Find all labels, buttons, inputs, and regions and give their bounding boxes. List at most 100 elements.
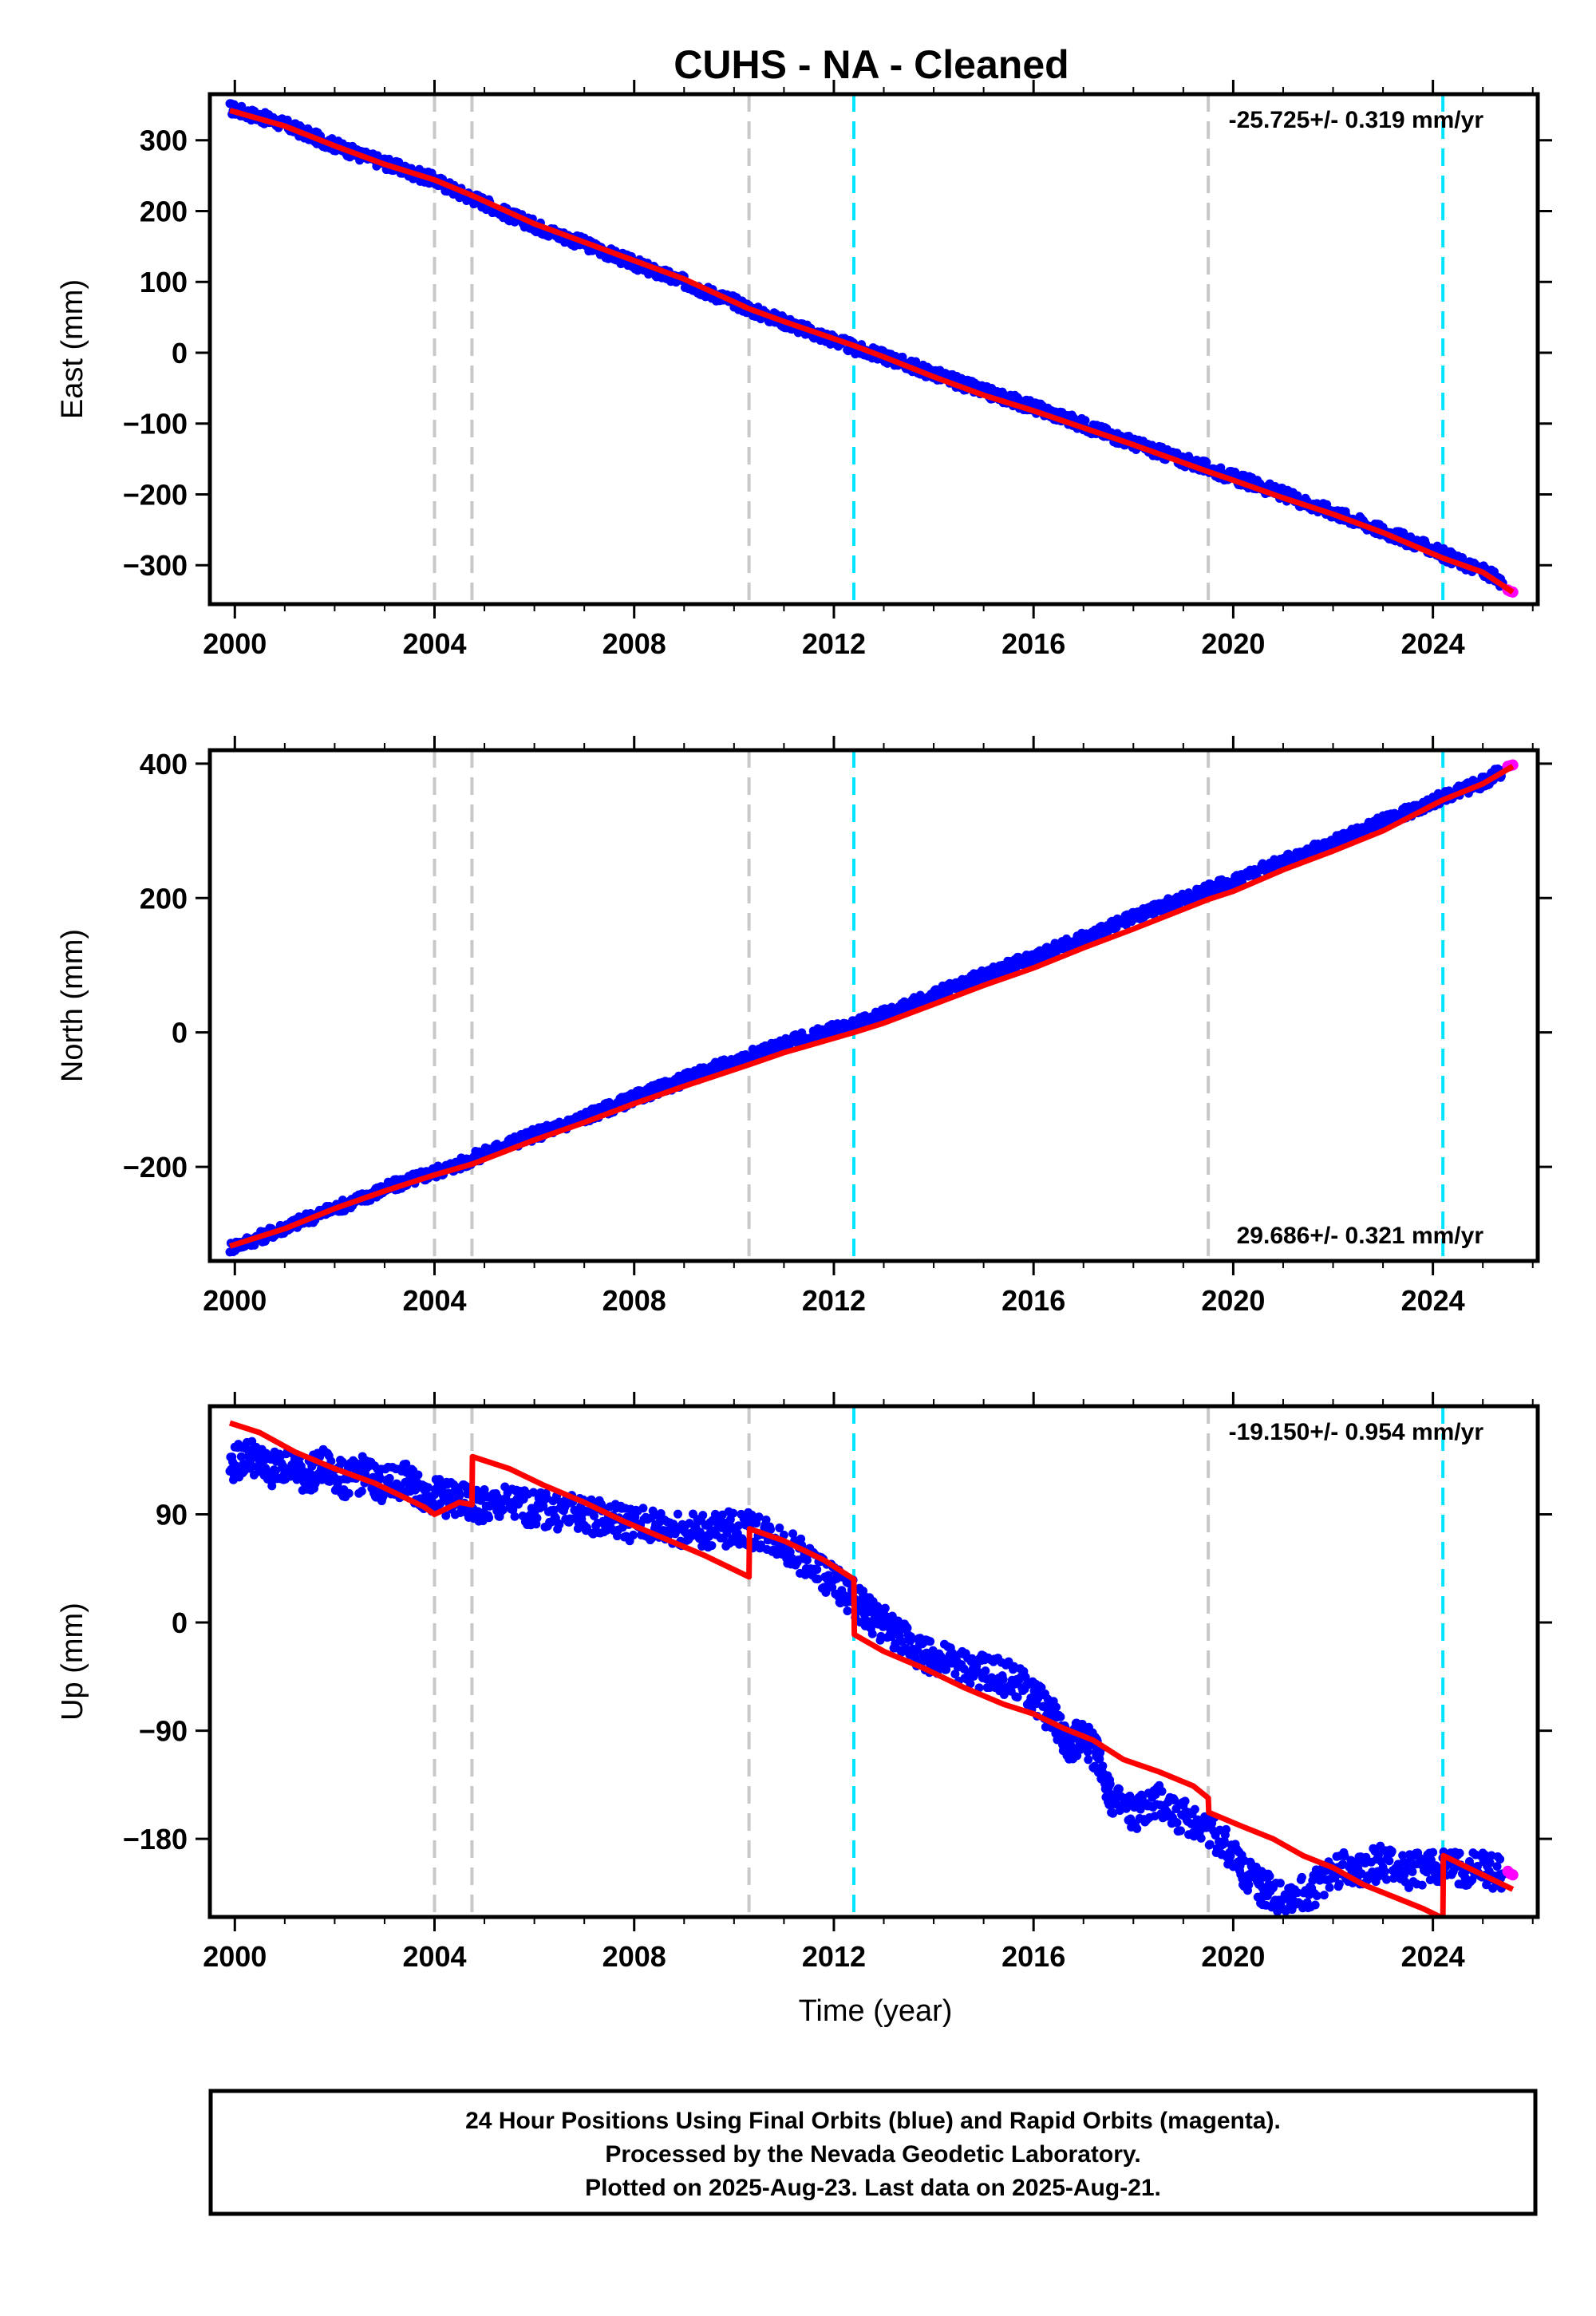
chart-title: CUHS - NA - Cleaned <box>674 42 1069 87</box>
y-tick-label: 0 <box>172 337 188 370</box>
data-point <box>1244 1880 1254 1890</box>
data-point <box>1132 1824 1142 1833</box>
data-point <box>499 1505 508 1515</box>
plot-area <box>225 94 1519 604</box>
data-point <box>1114 1784 1124 1794</box>
model-line <box>228 1420 1515 1917</box>
x-tick-label: 2004 <box>402 1940 466 1973</box>
x-tick-label: 2016 <box>1001 1284 1065 1317</box>
data-point <box>423 1483 433 1492</box>
data-point <box>455 1491 464 1500</box>
data-point <box>1325 1883 1334 1892</box>
data-point <box>821 1587 831 1597</box>
y-tick-label: 300 <box>140 124 188 157</box>
data-point <box>357 1487 366 1496</box>
rate-annotation: -25.725+/- 0.319 mm/yr <box>1229 107 1484 133</box>
data-point <box>966 1679 975 1689</box>
data-point <box>974 1683 984 1693</box>
x-tick-label: 2012 <box>802 627 866 660</box>
data-point <box>1080 416 1090 425</box>
data-point <box>638 1504 648 1513</box>
data-point <box>698 1511 708 1520</box>
y-tick-label: 90 <box>156 1499 188 1531</box>
data-point <box>766 1525 776 1535</box>
x-tick-label: 2000 <box>203 1940 267 1973</box>
data-point <box>236 1452 246 1461</box>
data-point <box>1175 1826 1185 1836</box>
data-point <box>673 1509 682 1519</box>
data-point <box>338 1457 347 1467</box>
data-point <box>1084 1755 1093 1765</box>
data-point <box>1417 1880 1427 1890</box>
data-point <box>1404 1883 1413 1892</box>
data-point <box>1205 1840 1215 1849</box>
final-orbits-series <box>225 1437 1507 1916</box>
y-axis-label: Up (mm) <box>56 1603 89 1721</box>
data-point <box>1297 1872 1306 1882</box>
panel-east: 2000 2004 2008 2012 2016 2020 20243002001000−1… <box>56 80 1552 660</box>
footer-line-3: Plotted on 2025-Aug-23. Last data on 202… <box>585 2175 1161 2201</box>
model-line <box>229 108 1515 595</box>
data-point <box>510 1512 519 1521</box>
data-point <box>1226 1852 1235 1861</box>
data-point <box>1293 1888 1302 1898</box>
data-point <box>1157 1787 1167 1796</box>
panel-north: 2000 2004 2008 2012 2016 2020 20244002000−200N… <box>56 736 1552 1317</box>
data-point <box>733 1521 743 1531</box>
data-point <box>248 1462 258 1472</box>
data-point <box>1172 1818 1182 1828</box>
data-point <box>813 1574 823 1583</box>
data-point <box>441 1511 451 1520</box>
data-point <box>1312 1891 1321 1900</box>
data-point <box>903 1623 912 1633</box>
data-point <box>1190 1804 1199 1814</box>
data-point <box>788 1529 798 1539</box>
data-point <box>1098 1761 1108 1771</box>
y-tick-label: 400 <box>140 748 188 781</box>
y-axis-label: North (mm) <box>56 929 89 1082</box>
y-tick-label: 100 <box>140 266 188 298</box>
plot-frame <box>207 92 1540 607</box>
data-point <box>695 1528 705 1537</box>
data-point <box>1425 1875 1435 1884</box>
footer-frame <box>208 2089 1538 2216</box>
data-point <box>629 1530 638 1539</box>
plot-area <box>225 1406 1519 1917</box>
x-tick-label: 2008 <box>602 1284 666 1317</box>
y-tick-label: −100 <box>123 408 188 441</box>
data-point <box>656 1509 666 1519</box>
y-tick-label: 0 <box>172 1607 188 1639</box>
data-point <box>344 1488 354 1498</box>
data-point <box>1428 1848 1438 1857</box>
x-tick-label: 2024 <box>1401 1284 1465 1317</box>
x-tick-label: 2020 <box>1201 1284 1265 1317</box>
x-tick-label: 2016 <box>1001 1940 1065 1973</box>
data-point <box>729 1508 738 1518</box>
panel-up: 2000 2004 2008 2012 2016 2020 2024900−90−180Up… <box>56 1392 1552 2028</box>
data-point <box>1013 1693 1022 1702</box>
y-tick-label: 0 <box>172 1017 188 1049</box>
x-tick-label: 2020 <box>1201 627 1265 660</box>
x-tick-label: 2004 <box>402 1284 466 1317</box>
plot-area <box>225 750 1519 1261</box>
data-point <box>589 1511 598 1520</box>
data-point <box>926 1637 935 1646</box>
data-point <box>707 1541 717 1551</box>
data-point <box>775 1524 784 1533</box>
data-point <box>1380 1867 1389 1876</box>
data-point <box>1056 1712 1065 1721</box>
panels: 2000 2004 2008 2012 2016 2020 20243002001000−1… <box>56 80 1552 2028</box>
data-point <box>880 1603 890 1613</box>
data-point <box>1319 1891 1329 1900</box>
footer-box: 24 Hour Positions Using Final Orbits (bl… <box>208 2089 1538 2216</box>
data-point <box>950 1670 960 1679</box>
footer-line-1: 24 Hour Positions Using Final Orbits (bl… <box>465 2108 1281 2134</box>
y-axis-label: East (mm) <box>56 279 89 419</box>
x-tick-label: 2016 <box>1001 627 1065 660</box>
data-point <box>532 1513 542 1523</box>
data-point <box>508 1505 518 1515</box>
x-tick-label: 2000 <box>203 1284 267 1317</box>
data-point <box>812 1565 822 1575</box>
data-point <box>1310 1900 1320 1910</box>
